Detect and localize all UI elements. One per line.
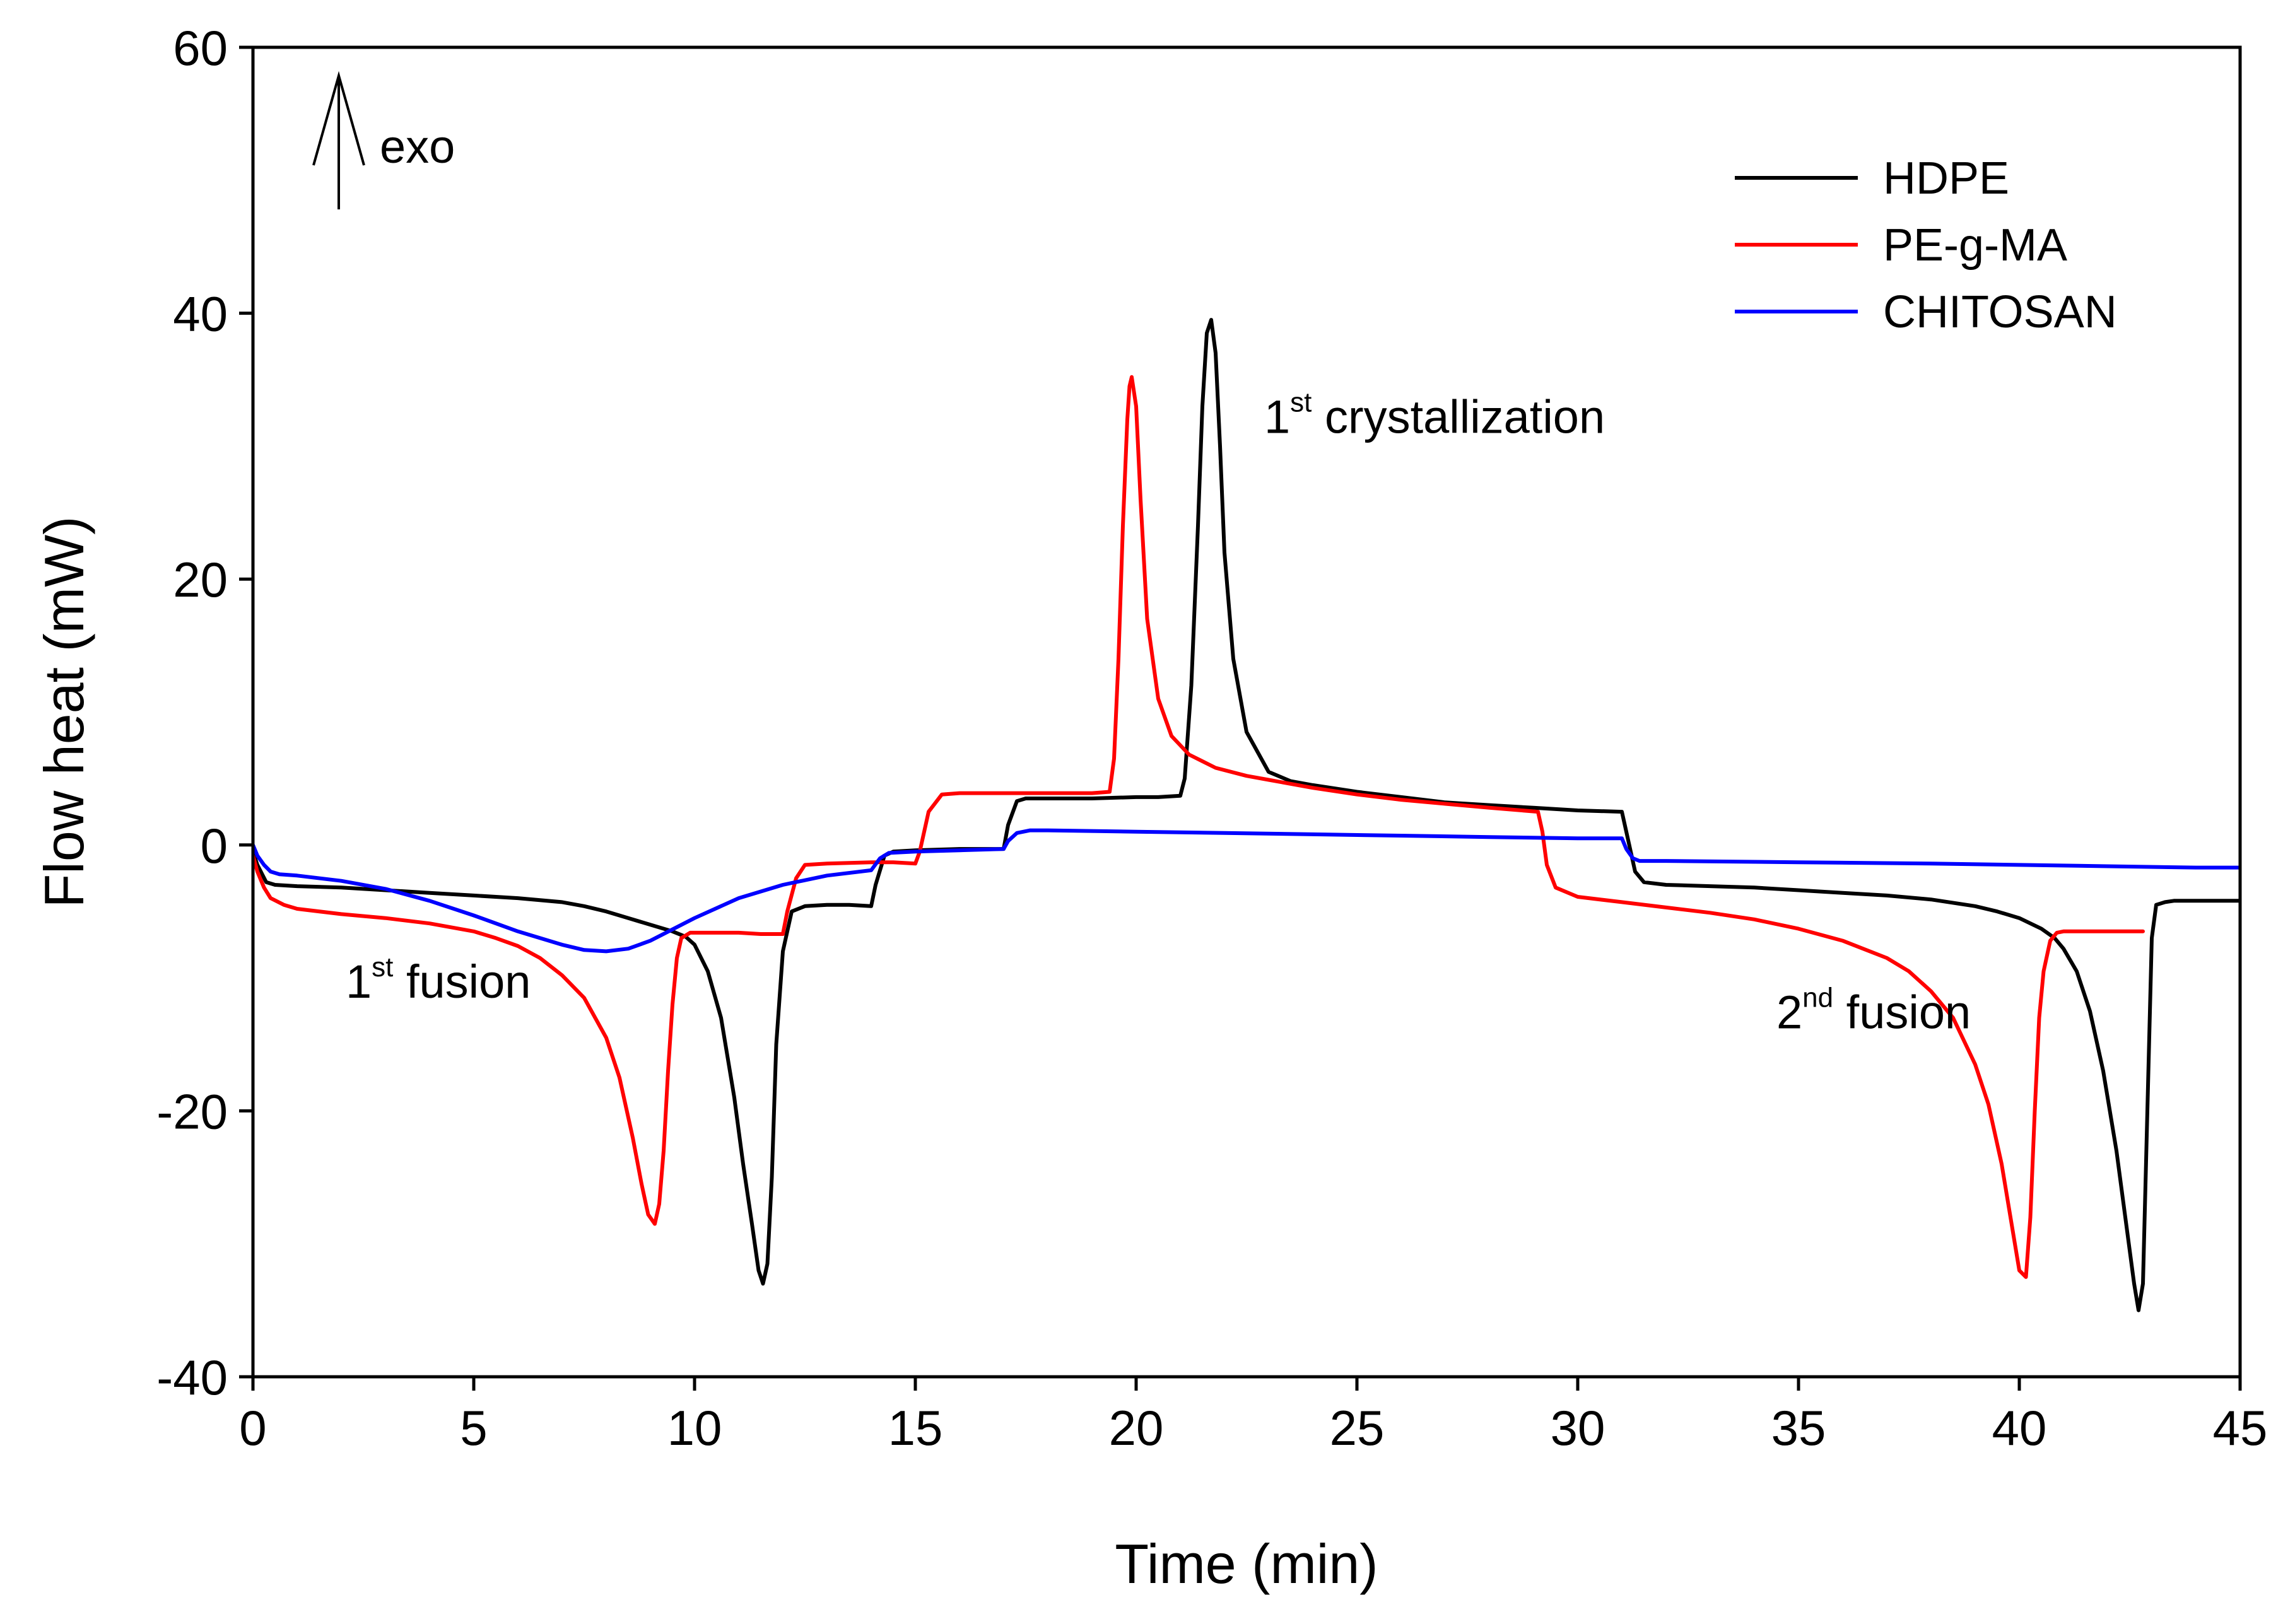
y-tick-label: -40 [156,1350,228,1405]
exo-label: exo [380,120,455,173]
annotation-text: fusion [393,955,531,1008]
x-tick-label: 5 [460,1400,487,1456]
annotation-ordinal: 2 [1776,986,1802,1039]
x-tick-label: 35 [1771,1400,1826,1456]
x-tick-label: 25 [1330,1400,1385,1456]
x-tick-label: 40 [1992,1400,2047,1456]
annotation-text: crystallization [1312,390,1605,443]
annotation-fusion2: 2nd fusion [1776,983,1971,1039]
series-layer [253,318,2240,1312]
legend-label-chitosan: CHITOSAN [1883,287,2117,337]
x-tick-label: 20 [1109,1400,1164,1456]
series-line-chitosan [253,828,2240,954]
exo-arrow-icon [312,71,365,209]
y-tick-label: 60 [173,20,228,76]
series-line-pe-g-ma [253,375,2145,1279]
annotation-ordinal: 1 [1264,390,1290,443]
annotation-superscript: st [1290,387,1312,418]
x-tick-label: 0 [239,1400,266,1456]
annotation-superscript: st [372,952,393,983]
legend-label-pe-g-ma: PE-g-MA [1883,220,2067,271]
x-tick-label: 45 [2213,1400,2268,1456]
annotation-text: fusion [1833,986,1971,1039]
y-tick-label: 40 [173,286,228,342]
y-tick-label: 0 [201,818,228,873]
y-tick-label: 20 [173,552,228,607]
y-tick-label: -20 [156,1084,228,1139]
annotation-cryst1: 1st crystallization [1264,387,1605,443]
x-tick-label: 10 [667,1400,722,1456]
series-line-hdpe [253,318,2240,1312]
x-axis: 0 5 10 15 20 25 30 35 40 45 [239,1377,2267,1456]
exo-indicator: exo [312,71,455,209]
x-axis-title: Time (min) [1115,1533,1378,1595]
plot-frame [251,45,2242,1379]
annotation-fusion1: 1st fusion [346,952,531,1008]
y-axis: -40 -20 0 20 40 60 [156,20,253,1405]
y-axis-title: Flow heat (mW) [33,517,95,908]
x-tick-label: 15 [888,1400,943,1456]
legend: HDPE PE-g-MA CHITOSAN [1735,153,2117,337]
annotation-superscript: nd [1802,983,1833,1014]
legend-label-hdpe: HDPE [1883,153,2009,204]
x-tick-label: 30 [1551,1400,1605,1456]
annotation-ordinal: 1 [346,955,372,1008]
